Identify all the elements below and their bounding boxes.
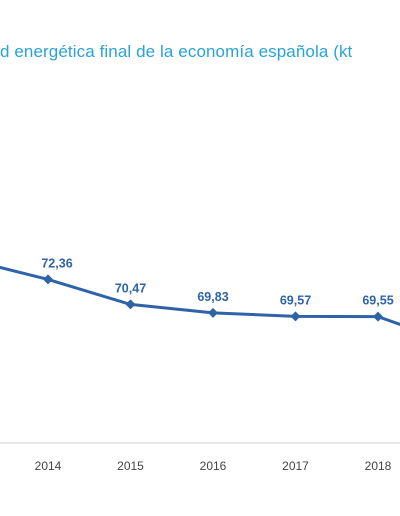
x-tick-label: 2018: [365, 459, 392, 473]
data-label: 69,57: [280, 293, 311, 307]
data-label: 69,83: [197, 290, 228, 304]
x-tick-label: 2016: [200, 459, 227, 473]
data-point: [208, 307, 218, 318]
data-label: 69,55: [362, 294, 393, 308]
data-point: [373, 311, 383, 322]
x-tick-label: 2014: [35, 459, 62, 473]
x-tick-labels: 2014 2015 2016 2017 2018: [35, 459, 392, 473]
series-layer: 72,36 70,47 69,83 69,57 69,55: [0, 256, 400, 326]
data-point: [290, 311, 301, 322]
data-label: 70,47: [115, 281, 146, 295]
data-label: 72,36: [41, 256, 72, 270]
data-point: [125, 299, 136, 310]
x-tick-label: 2017: [282, 459, 309, 473]
data-point: [43, 274, 53, 285]
x-tick-label: 2015: [117, 459, 144, 473]
chart-title: d energética final de la economía españo…: [0, 42, 353, 61]
